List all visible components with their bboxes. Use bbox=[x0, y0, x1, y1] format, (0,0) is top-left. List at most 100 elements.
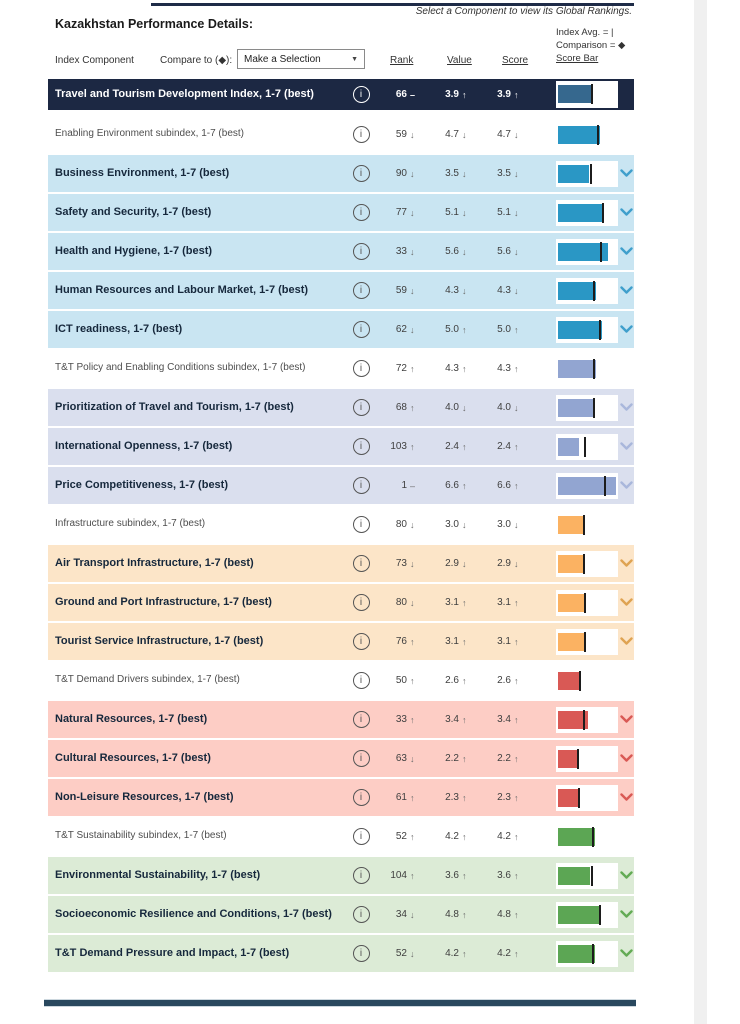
chevron-down-icon[interactable] bbox=[618, 442, 634, 451]
info-icon[interactable]: i bbox=[352, 594, 370, 611]
chevron-down-icon[interactable] bbox=[618, 637, 634, 646]
index-component-label: Index Component bbox=[55, 55, 134, 66]
table-row-tt-policy-subindex[interactable]: T&T Policy and Enabling Conditions subin… bbox=[48, 352, 634, 385]
table-row-natural-resources[interactable]: Natural Resources, 1-7 (best) i 33 ↑ 3.4 ↑ 3.4… bbox=[48, 701, 634, 738]
info-icon[interactable]: i bbox=[352, 165, 370, 182]
trend-same-icon: – bbox=[410, 480, 416, 491]
info-icon[interactable]: i bbox=[352, 477, 370, 494]
info-icon[interactable]: i bbox=[352, 321, 370, 338]
chevron-down-icon[interactable] bbox=[618, 871, 634, 880]
rank-cell-number: 59 bbox=[395, 129, 407, 140]
chevron-down-icon[interactable] bbox=[618, 715, 634, 724]
trend-up-icon: ↑ bbox=[514, 714, 519, 725]
value-cell-number: 3.6 bbox=[445, 870, 459, 881]
info-icon[interactable]: i bbox=[352, 828, 370, 845]
info-icon[interactable]: i bbox=[352, 438, 370, 455]
compare-dropdown[interactable]: Make a Selection ▼ bbox=[237, 49, 365, 69]
rank-cell: 76 ↑ bbox=[376, 636, 422, 647]
table-row-tt-demand-pressure-impact[interactable]: T&T Demand Pressure and Impact, 1-7 (bes… bbox=[48, 935, 634, 972]
value-cell: 3.1 ↑ bbox=[422, 636, 474, 647]
vertical-scrollbar[interactable] bbox=[694, 0, 707, 1024]
table-row-prioritization-travel-tourism[interactable]: Prioritization of Travel and Tourism, 1-… bbox=[48, 389, 634, 426]
table-row-ict-readiness[interactable]: ICT readiness, 1-7 (best) i 62 ↓ 5.0 ↑ 5.0 ↑ bbox=[48, 311, 634, 348]
table-row-tt-sustainability-subindex[interactable]: T&T Sustainability subindex, 1-7 (best) i… bbox=[48, 820, 634, 853]
info-icon[interactable]: i bbox=[352, 789, 370, 806]
info-icon[interactable]: i bbox=[352, 516, 370, 533]
table-row-enabling-environment-subindex[interactable]: Enabling Environment subindex, 1-7 (best… bbox=[48, 118, 634, 151]
chevron-down-icon[interactable] bbox=[618, 247, 634, 256]
info-icon[interactable]: i bbox=[352, 867, 370, 884]
column-header-rank[interactable]: Rank bbox=[390, 55, 414, 66]
info-cell: i bbox=[346, 555, 376, 572]
info-icon[interactable]: i bbox=[352, 633, 370, 650]
trend-up-icon: ↑ bbox=[514, 480, 519, 491]
trend-down-icon: ↓ bbox=[410, 558, 415, 569]
rank-cell-number: 1 bbox=[401, 480, 407, 491]
trend-down-icon: ↓ bbox=[462, 168, 467, 179]
chevron-down-icon[interactable] bbox=[618, 949, 634, 958]
info-icon[interactable]: i bbox=[352, 945, 370, 962]
table-row-health-and-hygiene[interactable]: Health and Hygiene, 1-7 (best) i 33 ↓ 5.6 ↓ 5.… bbox=[48, 233, 634, 270]
row-label: T&T Demand Drivers subindex, 1-7 (best) bbox=[55, 674, 240, 686]
table-row-tt-demand-drivers-subindex[interactable]: T&T Demand Drivers subindex, 1-7 (best) i… bbox=[48, 664, 634, 697]
rank-cell: 33 ↑ bbox=[376, 714, 422, 725]
trend-down-icon: ↓ bbox=[462, 207, 467, 218]
index-average-tick bbox=[596, 124, 599, 145]
info-icon[interactable]: i bbox=[352, 555, 370, 572]
score-cell: 4.3 ↓ bbox=[474, 285, 526, 296]
table-controls: Index Component Compare to (◆): Make a S… bbox=[55, 49, 635, 73]
column-header-score-bar[interactable]: Score Bar bbox=[556, 53, 599, 64]
chevron-down-icon[interactable] bbox=[618, 793, 634, 802]
trend-up-icon: ↑ bbox=[462, 636, 467, 647]
info-icon[interactable]: i bbox=[352, 86, 370, 103]
value-cell: 2.3 ↑ bbox=[422, 792, 474, 803]
rank-cell: 90 ↓ bbox=[376, 168, 422, 179]
info-icon[interactable]: i bbox=[352, 672, 370, 689]
rank-cell: 68 ↑ bbox=[376, 402, 422, 413]
score-cell-number: 2.6 bbox=[497, 675, 511, 686]
column-header-score[interactable]: Score bbox=[502, 55, 529, 66]
chevron-down-icon[interactable] bbox=[618, 481, 634, 490]
info-icon[interactable]: i bbox=[352, 243, 370, 260]
info-icon[interactable]: i bbox=[352, 126, 370, 143]
score-bar bbox=[556, 512, 618, 538]
table-row-environmental-sustainability[interactable]: Environmental Sustainability, 1-7 (best)… bbox=[48, 857, 634, 894]
table-row-socioeconomic-resilience[interactable]: Socioeconomic Resilience and Conditions,… bbox=[48, 896, 634, 933]
index-average-tick bbox=[584, 631, 587, 652]
chevron-down-icon[interactable] bbox=[618, 325, 634, 334]
chevron-down-icon[interactable] bbox=[618, 754, 634, 763]
table-row-cultural-resources[interactable]: Cultural Resources, 1-7 (best) i 63 ↓ 2.2 ↑ 2.… bbox=[48, 740, 634, 777]
table-row-infrastructure-subindex[interactable]: Infrastructure subindex, 1-7 (best) i 80 ↓ 3… bbox=[48, 508, 634, 541]
info-icon[interactable]: i bbox=[352, 204, 370, 221]
column-header-value[interactable]: Value bbox=[447, 55, 472, 66]
info-icon[interactable]: i bbox=[352, 399, 370, 416]
info-icon[interactable]: i bbox=[352, 906, 370, 923]
table-row-ground-and-port-infrastructure[interactable]: Ground and Port Infrastructure, 1-7 (bes… bbox=[48, 584, 634, 621]
value-cell-number: 2.4 bbox=[445, 441, 459, 452]
value-cell: 5.1 ↓ bbox=[422, 207, 474, 218]
chevron-down-icon[interactable] bbox=[618, 559, 634, 568]
table-row-tourist-service-infrastructure[interactable]: Tourist Service Infrastructure, 1-7 (bes… bbox=[48, 623, 634, 660]
value-cell: 4.2 ↑ bbox=[422, 831, 474, 842]
table-row-safety-and-security[interactable]: Safety and Security, 1-7 (best) i 77 ↓ 5.1 ↓ 5… bbox=[48, 194, 634, 231]
info-icon[interactable]: i bbox=[352, 282, 370, 299]
table-row-non-leisure-resources[interactable]: Non-Leisure Resources, 1-7 (best) i 61 ↑ 2.3… bbox=[48, 779, 634, 816]
chevron-down-icon[interactable] bbox=[618, 598, 634, 607]
chevron-down-icon[interactable] bbox=[618, 403, 634, 412]
table-row-ttdi[interactable]: Travel and Tourism Development Index, 1-… bbox=[48, 79, 634, 110]
chevron-down-icon[interactable] bbox=[618, 208, 634, 217]
info-cell: i bbox=[346, 828, 376, 845]
info-icon[interactable]: i bbox=[352, 711, 370, 728]
table-row-air-transport-infrastructure[interactable]: Air Transport Infrastructure, 1-7 (best)… bbox=[48, 545, 634, 582]
table-row-price-competitiveness[interactable]: Price Competitiveness, 1-7 (best) i 1–6.6 ↑… bbox=[48, 467, 634, 504]
table-row-business-environment[interactable]: Business Environment, 1-7 (best) i 90 ↓ 3.5 ↓… bbox=[48, 155, 634, 192]
table-row-human-resources-labour-market[interactable]: Human Resources and Labour Market, 1-7 (… bbox=[48, 272, 634, 309]
chevron-down-icon[interactable] bbox=[618, 286, 634, 295]
value-cell-number: 5.0 bbox=[445, 324, 459, 335]
info-icon[interactable]: i bbox=[352, 360, 370, 377]
table-row-international-openness[interactable]: International Openness, 1-7 (best) i 103 ↑ 2… bbox=[48, 428, 634, 465]
score-cell-number: 3.6 bbox=[497, 870, 511, 881]
chevron-down-icon[interactable] bbox=[618, 910, 634, 919]
chevron-down-icon[interactable] bbox=[618, 169, 634, 178]
info-icon[interactable]: i bbox=[352, 750, 370, 767]
